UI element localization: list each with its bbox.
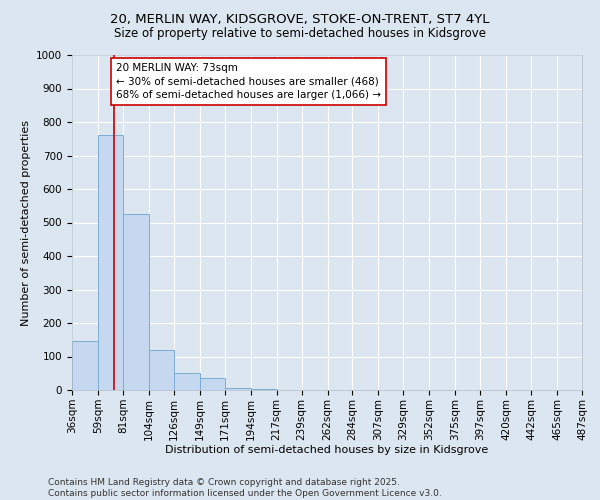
Bar [224, 388, 251, 390]
Bar [72, 342, 98, 390]
Bar [200, 378, 224, 390]
Bar [123, 214, 149, 390]
Bar [149, 350, 174, 390]
Text: 20 MERLIN WAY: 73sqm
← 30% of semi-detached houses are smaller (468)
68% of semi: 20 MERLIN WAY: 73sqm ← 30% of semi-detac… [116, 64, 381, 100]
Text: 20, MERLIN WAY, KIDSGROVE, STOKE-ON-TRENT, ST7 4YL: 20, MERLIN WAY, KIDSGROVE, STOKE-ON-TREN… [110, 12, 490, 26]
Bar [98, 136, 123, 390]
Y-axis label: Number of semi-detached properties: Number of semi-detached properties [20, 120, 31, 326]
X-axis label: Distribution of semi-detached houses by size in Kidsgrove: Distribution of semi-detached houses by … [166, 446, 488, 456]
Bar [174, 373, 200, 390]
Text: Contains HM Land Registry data © Crown copyright and database right 2025.
Contai: Contains HM Land Registry data © Crown c… [48, 478, 442, 498]
Text: Size of property relative to semi-detached houses in Kidsgrove: Size of property relative to semi-detach… [114, 28, 486, 40]
